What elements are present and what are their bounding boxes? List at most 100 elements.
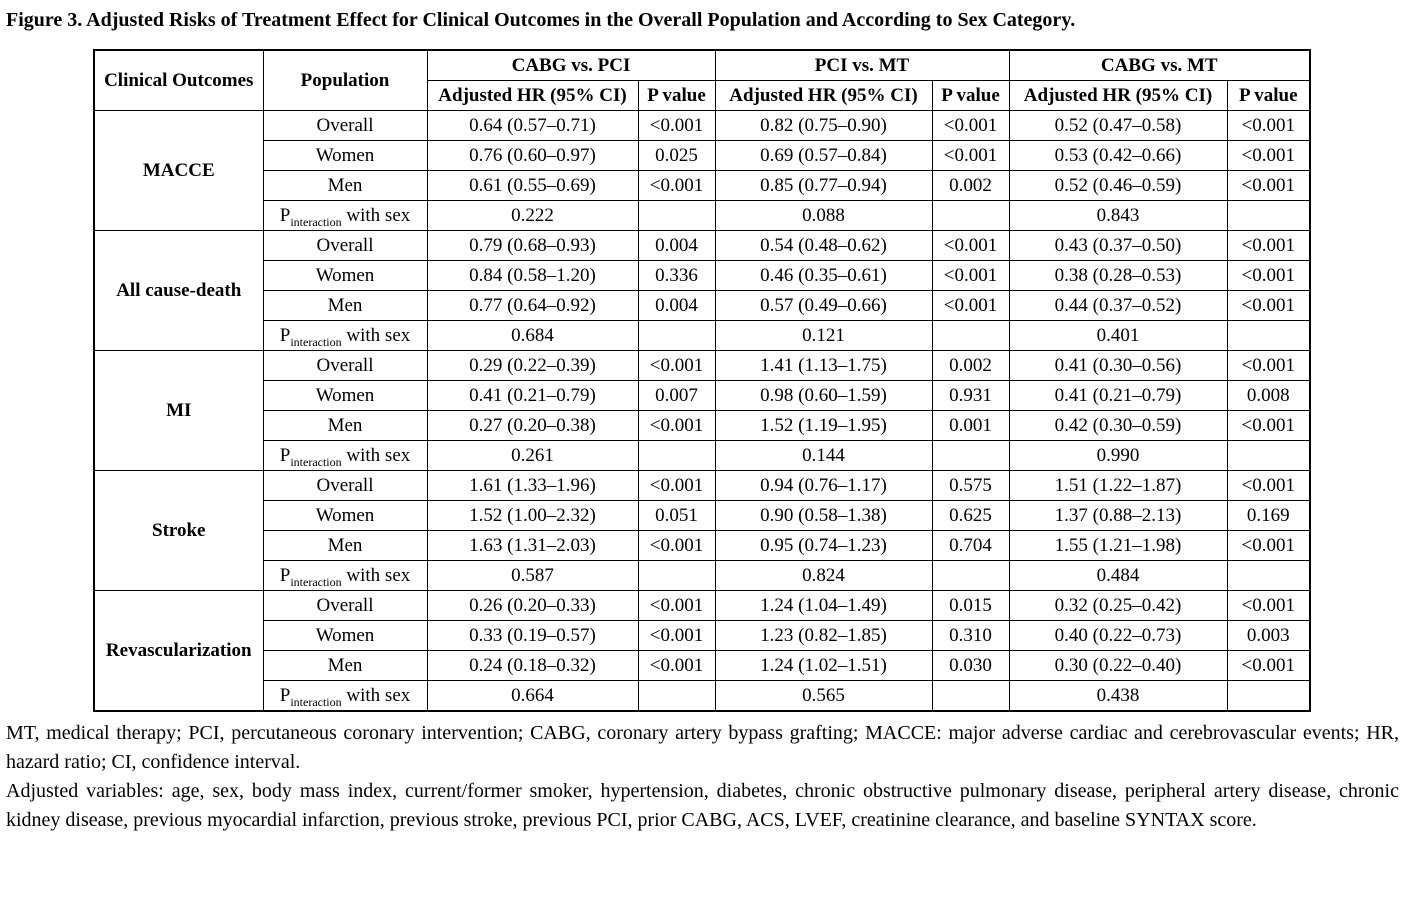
population-cell: Men xyxy=(262,290,428,321)
p-value-cell: <0.001 xyxy=(1226,590,1311,621)
hr-ci-cell: 0.85 (0.77–0.94) xyxy=(714,170,933,201)
p-value-cell: 0.007 xyxy=(637,380,716,411)
p-value-cell: <0.001 xyxy=(637,410,716,441)
table-row: All cause-death Overall 0.79 (0.68–0.93) 0.… xyxy=(93,230,1311,351)
hr-ci-cell: 0.29 (0.22–0.39) xyxy=(426,350,639,381)
population-cell: Women xyxy=(262,380,428,411)
p-value-cell: 0.001 xyxy=(931,410,1010,441)
hr-ci-cell: 0.94 (0.76–1.17) xyxy=(714,470,933,501)
population-cell: Overall xyxy=(262,470,428,501)
hr-ci-cell: 0.26 (0.20–0.33) xyxy=(426,590,639,621)
table-row: Men 0.61 (0.55–0.69) <0.001 0.85 (0.77–0.94… xyxy=(94,170,1311,201)
population-cell: Women xyxy=(262,140,428,171)
p-interaction-value-cell: 0.121 xyxy=(714,320,933,351)
figure-title: Figure 3. Adjusted Risks of Treatment Ef… xyxy=(6,9,1076,31)
p-value-empty-cell xyxy=(931,200,1010,231)
table-row: Women 0.41 (0.21–0.79) 0.007 0.98 (0.60–1.5… xyxy=(94,380,1311,411)
p-value-cell: <0.001 xyxy=(1226,140,1311,171)
table-body: MACCE Overall 0.64 (0.57–0.71) <0.001 0.82 (… xyxy=(93,110,1311,712)
hr-ci-cell: 0.61 (0.55–0.69) xyxy=(426,170,639,201)
population-cell: Women xyxy=(262,260,428,291)
p-value-empty-cell xyxy=(637,560,716,591)
hr-ci-cell: 0.54 (0.48–0.62) xyxy=(714,230,933,261)
header-adjusted-hr: Adjusted HR (95% CI) xyxy=(426,80,639,111)
p-value-cell: <0.001 xyxy=(637,650,716,681)
header-row-groups: Clinical Outcomes Population CABG vs. PC… xyxy=(93,49,1311,111)
p-value-empty-cell xyxy=(1226,680,1311,712)
footnotes: MT, medical therapy; PCI, percutaneous c… xyxy=(6,719,1399,835)
p-value-empty-cell xyxy=(1226,200,1311,231)
hr-ci-cell: 1.24 (1.02–1.51) xyxy=(714,650,933,681)
hr-ci-cell: 0.76 (0.60–0.97) xyxy=(426,140,639,171)
p-value-cell: <0.001 xyxy=(931,110,1010,141)
p-value-cell: 0.030 xyxy=(931,650,1010,681)
p-interaction-value-cell: 0.438 xyxy=(1008,680,1228,712)
hr-ci-cell: 0.33 (0.19–0.57) xyxy=(426,620,639,651)
hr-ci-cell: 0.52 (0.46–0.59) xyxy=(1008,170,1228,201)
p-interaction-label-cell: Pinteraction with sex xyxy=(262,200,428,231)
footnote-adjusted-variables: Adjusted variables: age, sex, body mass … xyxy=(6,780,1399,831)
p-value-cell: <0.001 xyxy=(637,590,716,621)
p-value-cell: <0.001 xyxy=(1226,290,1311,321)
p-interaction-label-cell: Pinteraction with sex xyxy=(262,440,428,471)
p-value-cell: <0.001 xyxy=(1226,350,1311,381)
hr-ci-cell: 0.43 (0.37–0.50) xyxy=(1008,230,1228,261)
hr-ci-cell: 0.64 (0.57–0.71) xyxy=(426,110,639,141)
table-row: MI Overall 0.29 (0.22–0.39) <0.001 1.41 (1.1… xyxy=(93,350,1311,471)
p-value-cell: 0.051 xyxy=(637,500,716,531)
hr-ci-cell: 0.40 (0.22–0.73) xyxy=(1008,620,1228,651)
p-value-cell: <0.001 xyxy=(1226,530,1311,561)
header-p-value: P value xyxy=(931,80,1010,111)
table-row-p-interaction: Pinteraction with sex 0.261 0.144 0.990 xyxy=(94,440,1311,471)
hr-ci-cell: 0.41 (0.30–0.56) xyxy=(1008,350,1228,381)
p-value-empty-cell xyxy=(1226,440,1311,471)
p-value-cell: <0.001 xyxy=(1226,470,1311,501)
p-value-cell: 0.025 xyxy=(637,140,716,171)
table-row: Stroke Overall 1.61 (1.33–1.96) <0.001 0.94 … xyxy=(93,470,1311,591)
footnote-abbreviations: MT, medical therapy; PCI, percutaneous c… xyxy=(6,722,1399,773)
hr-ci-cell: 1.51 (1.22–1.87) xyxy=(1008,470,1228,501)
hr-ci-cell: 0.79 (0.68–0.93) xyxy=(426,230,639,261)
p-interaction-label-cell: Pinteraction with sex xyxy=(262,320,428,351)
population-cell: Overall xyxy=(262,110,428,141)
hr-ci-cell: 0.46 (0.35–0.61) xyxy=(714,260,933,291)
p-value-cell: <0.001 xyxy=(931,260,1010,291)
p-value-cell: 0.931 xyxy=(931,380,1010,411)
p-value-cell: 0.002 xyxy=(931,170,1010,201)
hr-ci-cell: 1.55 (1.21–1.98) xyxy=(1008,530,1228,561)
hr-ci-cell: 1.52 (1.00–2.32) xyxy=(426,500,639,531)
p-value-empty-cell xyxy=(1226,320,1311,351)
p-value-empty-cell xyxy=(1226,560,1311,591)
p-value-cell: <0.001 xyxy=(1226,260,1311,291)
table-row: MACCE Overall 0.64 (0.57–0.71) <0.001 0.82 (… xyxy=(93,110,1311,231)
p-value-cell: <0.001 xyxy=(931,140,1010,171)
p-interaction-value-cell: 0.261 xyxy=(426,440,639,471)
header-p-value: P value xyxy=(1226,80,1311,111)
hr-ci-cell: 0.52 (0.47–0.58) xyxy=(1008,110,1228,141)
hr-ci-cell: 0.41 (0.21–0.79) xyxy=(1008,380,1228,411)
p-value-cell: 0.008 xyxy=(1226,380,1311,411)
population-cell: Men xyxy=(262,650,428,681)
p-interaction-value-cell: 0.587 xyxy=(426,560,639,591)
p-value-cell: 0.003 xyxy=(1226,620,1311,651)
hr-ci-cell: 0.32 (0.25–0.42) xyxy=(1008,590,1228,621)
header-row-subcolumns: Adjusted HR (95% CI) P value Adjusted HR… xyxy=(94,80,1311,111)
population-cell: Men xyxy=(262,530,428,561)
hr-ci-cell: 0.82 (0.75–0.90) xyxy=(714,110,933,141)
p-value-cell: <0.001 xyxy=(931,230,1010,261)
header-pci-vs-mt: PCI vs. MT xyxy=(714,49,1010,81)
table-row-p-interaction: Pinteraction with sex 0.684 0.121 0.401 xyxy=(94,320,1311,351)
hr-ci-cell: 0.41 (0.21–0.79) xyxy=(426,380,639,411)
p-value-cell: <0.001 xyxy=(1226,230,1311,261)
table-row: Men 0.27 (0.20–0.38) <0.001 1.52 (1.19–1.95… xyxy=(94,410,1311,441)
table-row: Men 0.24 (0.18–0.32) <0.001 1.24 (1.02–1.51… xyxy=(94,650,1311,681)
outcome-name-cell: MI xyxy=(93,350,264,471)
hr-ci-cell: 1.37 (0.88–2.13) xyxy=(1008,500,1228,531)
p-value-cell: 0.002 xyxy=(931,350,1010,381)
hr-ci-cell: 0.38 (0.28–0.53) xyxy=(1008,260,1228,291)
p-value-cell: <0.001 xyxy=(1226,650,1311,681)
hr-ci-cell: 1.63 (1.31–2.03) xyxy=(426,530,639,561)
hr-ci-cell: 0.24 (0.18–0.32) xyxy=(426,650,639,681)
p-interaction-value-cell: 0.684 xyxy=(426,320,639,351)
p-value-cell: <0.001 xyxy=(637,350,716,381)
